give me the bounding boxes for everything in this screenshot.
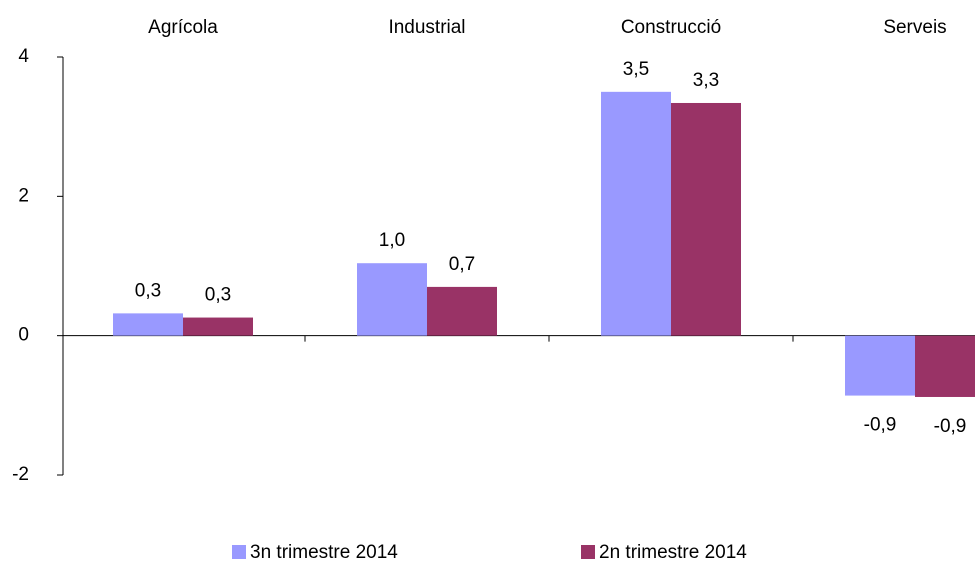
value-label: 0,3 (205, 285, 231, 306)
bar (915, 335, 975, 397)
y-tick-label: 0 (18, 325, 29, 346)
y-tick-label: 4 (18, 46, 29, 67)
legend-label: 3n trimestre 2014 (250, 542, 398, 563)
y-tick-label: 2 (18, 185, 29, 206)
category-label: Industrial (388, 17, 465, 38)
category-label: Construcció (621, 17, 721, 38)
y-tick-label: -2 (12, 464, 29, 485)
legend-swatch (581, 545, 595, 559)
bar (845, 335, 915, 396)
legend-label: 2n trimestre 2014 (599, 542, 747, 563)
value-label: 3,5 (623, 59, 649, 80)
bar (357, 263, 427, 336)
value-label: -0,9 (934, 416, 967, 437)
value-label: 0,3 (135, 280, 161, 301)
bar (427, 286, 497, 336)
category-label: Agrícola (148, 17, 218, 38)
value-label: 0,7 (449, 254, 475, 275)
category-label: Serveis (883, 17, 946, 38)
bar (113, 313, 183, 336)
bar (601, 91, 671, 336)
legend-swatch (232, 545, 246, 559)
bar (183, 317, 253, 336)
bar (671, 102, 741, 336)
value-label: -0,9 (864, 415, 897, 436)
value-label: 1,0 (379, 230, 405, 251)
value-label: 3,3 (693, 70, 719, 91)
